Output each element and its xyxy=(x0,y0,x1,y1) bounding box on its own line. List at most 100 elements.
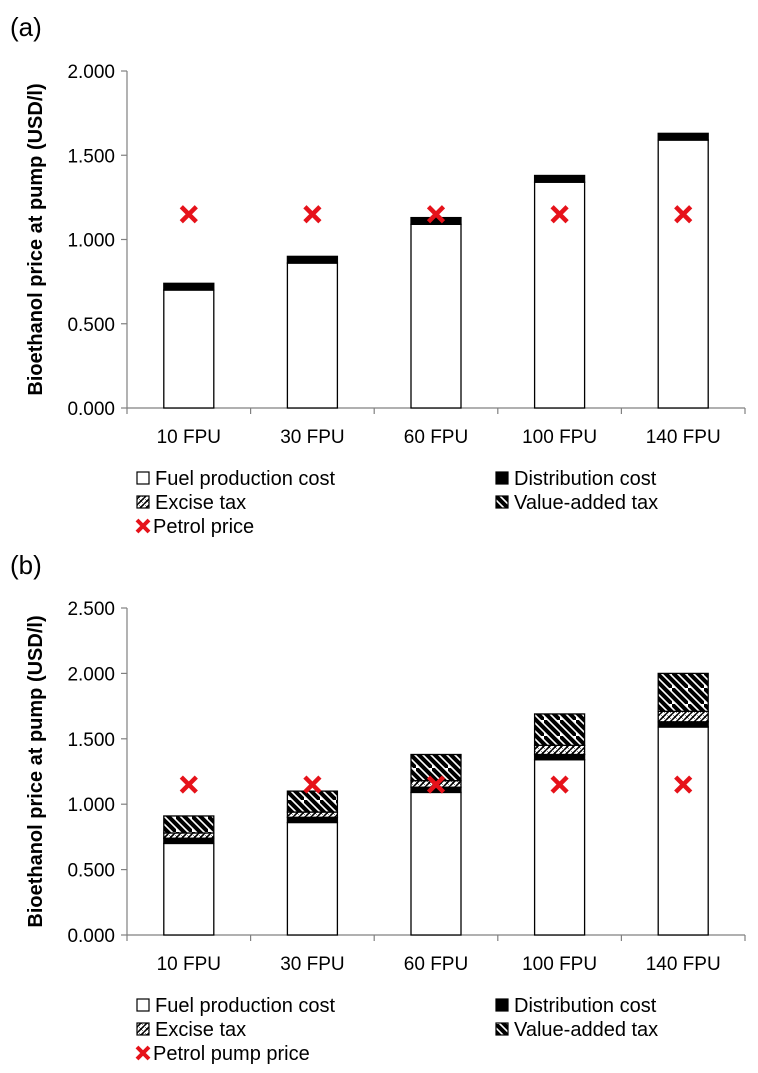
bar-segment-excise-tax xyxy=(657,710,709,723)
x-tick-label: 100 FPU xyxy=(522,427,597,448)
y-axis-title: Bioethanol price at pump (USD/l) xyxy=(25,83,47,395)
legend-label: Distribution cost xyxy=(514,995,657,1017)
petrol-price-marker-x xyxy=(550,775,569,794)
bar-segment-fuel-production-cost xyxy=(657,139,709,409)
bar-segment-distribution-cost xyxy=(657,132,709,141)
legend-item: Fuel production cost xyxy=(136,995,336,1017)
bar-segment-distribution-cost xyxy=(286,816,339,824)
legend-swatch xyxy=(495,471,509,485)
legend-item: Value-added tax xyxy=(495,492,658,514)
x-tick-label: 30 FPU xyxy=(280,954,344,975)
legend-label: Petrol pump price xyxy=(153,1043,310,1065)
petrol-price-marker xyxy=(426,775,446,794)
bar-segment-distribution-cost xyxy=(410,786,462,794)
legend-item: Petrol pump price xyxy=(135,1043,310,1065)
x-tick-label: 60 FPU xyxy=(404,954,468,975)
y-axis-title: Bioethanol price at pump (USD/l) xyxy=(25,615,47,927)
bar-segment-value-added-tax xyxy=(657,672,709,712)
bar-segment-distribution-cost xyxy=(163,837,215,845)
y-tick-label: 0.000 xyxy=(67,926,115,947)
bar-segment-value-added-tax xyxy=(286,790,339,813)
panel-label: (b) xyxy=(10,550,42,580)
petrol-price-marker xyxy=(550,775,569,794)
legend: Fuel production cost Distribution cost Exc… xyxy=(135,995,658,1065)
legend-swatch xyxy=(495,998,509,1012)
legend-label: Value-added tax xyxy=(514,492,658,514)
petrol-price-marker xyxy=(179,775,198,794)
y-tick-label: 0.500 xyxy=(67,861,115,882)
bar-segment-excise-tax xyxy=(286,811,339,818)
legend-item: Distribution cost xyxy=(495,995,657,1017)
bar-segment-excise-tax xyxy=(533,744,586,756)
bar-segment-distribution-cost xyxy=(286,255,339,264)
petrol-price-marker-x xyxy=(674,205,693,224)
legend-item: Petrol price xyxy=(135,516,254,538)
legend-label: Fuel production cost xyxy=(155,468,336,490)
legend-swatch xyxy=(136,998,150,1012)
legend-label: Fuel production cost xyxy=(155,995,336,1017)
x-tick-label: 10 FPU xyxy=(157,427,221,448)
petrol-price-marker xyxy=(303,205,322,224)
bar-segment-distribution-cost xyxy=(163,282,215,291)
petrol-price-marker xyxy=(426,205,446,224)
petrol-price-marker-x xyxy=(179,205,198,224)
petrol-price-marker-x xyxy=(674,775,693,794)
petrol-price-marker-x xyxy=(426,205,446,224)
bar-segment-fuel-production-cost xyxy=(410,223,462,409)
petrol-price-marker xyxy=(303,775,322,794)
y-tick-label: 1.000 xyxy=(67,795,115,816)
bar-segment-excise-tax xyxy=(163,832,215,839)
legend-marker-x xyxy=(135,1045,151,1061)
bar-segment-value-added-tax xyxy=(410,753,462,782)
panel-b: (b) Bioethanol price at pump (USD/l) 0.000… xyxy=(10,550,746,1065)
bar-segment-distribution-cost xyxy=(533,174,586,183)
petrol-price-marker xyxy=(674,775,693,794)
legend-swatch xyxy=(495,495,509,509)
petrol-price-marker-x xyxy=(179,775,198,794)
y-tick-label: 2.000 xyxy=(67,62,115,83)
petrol-price-marker-x xyxy=(303,205,322,224)
x-tick-label: 140 FPU xyxy=(646,427,721,448)
bar-segment-value-added-tax xyxy=(533,713,586,746)
legend-swatch xyxy=(136,1022,150,1036)
bar-segment-fuel-production-cost xyxy=(286,262,339,409)
x-tick-label: 140 FPU xyxy=(646,954,721,975)
legend-swatch xyxy=(495,1022,509,1036)
panel-a: (a) Bioethanol price at pump (USD/l) 0.000… xyxy=(10,12,746,538)
bar-segment-distribution-cost xyxy=(410,216,462,225)
bar-segment-value-added-tax xyxy=(163,815,215,834)
legend-item: Excise tax xyxy=(136,1019,246,1041)
bar-segment-fuel-production-cost xyxy=(163,289,215,409)
y-tick-label: 2.500 xyxy=(67,599,115,620)
legend-label: Excise tax xyxy=(155,1019,246,1041)
legend-swatch xyxy=(136,495,150,509)
bar-segment-fuel-production-cost xyxy=(410,791,462,936)
petrol-price-marker xyxy=(179,205,198,224)
legend: Fuel production cost Distribution cost Exc… xyxy=(135,468,658,538)
x-tick-label: 30 FPU xyxy=(280,427,344,448)
bar-segment-distribution-cost xyxy=(533,753,586,761)
y-tick-label: 1.000 xyxy=(67,231,115,252)
legend-item: Excise tax xyxy=(136,492,246,514)
y-tick-label: 0.500 xyxy=(67,315,115,336)
petrol-price-marker-x xyxy=(303,775,322,794)
bar-segment-fuel-production-cost xyxy=(533,181,586,409)
legend-label: Excise tax xyxy=(155,492,246,514)
legend-marker-x xyxy=(135,518,151,534)
petrol-price-marker xyxy=(550,205,569,224)
bar-segment-fuel-production-cost xyxy=(286,821,339,936)
petrol-price-marker xyxy=(674,205,693,224)
legend-label: Petrol price xyxy=(153,516,254,538)
petrol-price-marker-x xyxy=(550,205,569,224)
legend-item: Value-added tax xyxy=(495,1019,658,1041)
legend-item: Distribution cost xyxy=(495,468,657,490)
legend-swatch xyxy=(136,471,150,485)
petrol-price-marker-x xyxy=(426,775,446,794)
legend-item: Fuel production cost xyxy=(136,468,336,490)
x-tick-label: 60 FPU xyxy=(404,427,468,448)
bar-segment-fuel-production-cost xyxy=(657,726,709,936)
bar-segment-distribution-cost xyxy=(657,721,709,728)
bar-segment-fuel-production-cost xyxy=(163,842,215,936)
y-tick-label: 2.000 xyxy=(67,664,115,685)
